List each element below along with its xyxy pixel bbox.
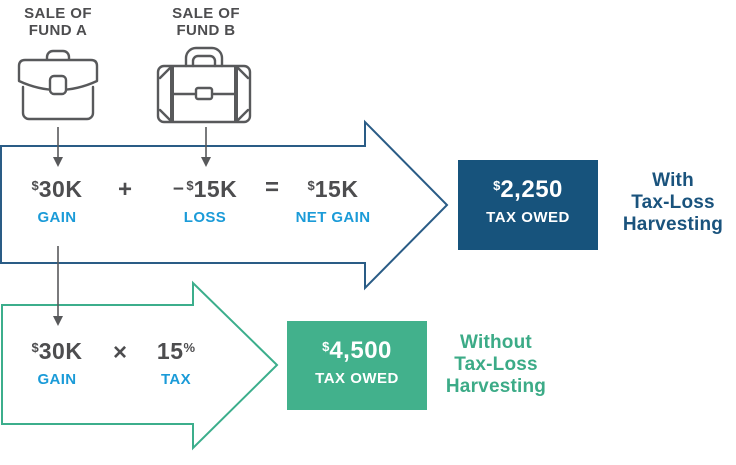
fund-b-label: SALE OF FUND B — [154, 5, 258, 39]
with-net-gain-label: NET GAIN — [295, 209, 371, 226]
fund-a-down-arrow-icon — [53, 127, 63, 167]
with-loss-group: − $15K LOSS — [150, 176, 260, 226]
with-tax-owed-value: $2,250 — [493, 176, 563, 203]
gain-carryover-down-arrow-icon — [53, 246, 63, 326]
with-caption-line2: Tax-Loss — [631, 192, 715, 213]
with-caption-line1: With — [652, 170, 694, 191]
without-tax-rate-label: TAX — [160, 371, 192, 388]
without-caption-line3: Harvesting — [445, 376, 547, 397]
without-tax-owed-label: TAX OWED — [315, 370, 399, 387]
times-operator: × — [112, 339, 127, 366]
equals-operator: = — [264, 174, 279, 201]
briefcase-icon — [17, 49, 99, 121]
without-caption: Without Tax-Loss Harvesting — [432, 332, 560, 398]
with-gain-group: $30K GAIN — [2, 176, 112, 226]
plus-operator: + — [117, 176, 132, 203]
fund-b-down-arrow-icon — [201, 127, 211, 167]
fund-a-label: SALE OF FUND A — [6, 5, 110, 39]
with-loss-label: LOSS — [183, 209, 227, 226]
without-caption-line2: Tax-Loss — [454, 354, 538, 375]
suitcase-icon — [156, 46, 252, 124]
without-caption-line1: Without — [460, 332, 532, 353]
with-gain-value: $30K — [31, 176, 83, 202]
without-tax-owed-value: $4,500 — [322, 337, 392, 364]
with-gain-label: GAIN — [37, 209, 77, 226]
with-caption: With Tax-Loss Harvesting — [610, 170, 736, 236]
with-caption-line3: Harvesting — [622, 214, 724, 235]
without-gain-label: GAIN — [37, 371, 77, 388]
fund-a-label-line1: SALE OF — [24, 5, 92, 22]
with-flow-arrow-shape — [0, 119, 449, 291]
without-gain-group: $30K GAIN — [2, 338, 112, 388]
with-net-gain-group: $15K NET GAIN — [278, 176, 388, 226]
with-loss-value: − $15K — [172, 176, 238, 202]
without-flow-arrow-shape — [1, 280, 279, 451]
fund-b-label-line1: SALE OF — [172, 5, 240, 22]
without-tax-owed-box: $4,500 TAX OWED — [287, 321, 427, 410]
with-net-gain-value: $15K — [307, 176, 359, 202]
without-gain-value: $30K — [31, 338, 83, 364]
with-tax-owed-label: TAX OWED — [486, 209, 570, 226]
without-tax-rate-group: 15% TAX — [121, 338, 231, 388]
fund-b-label-line2: FUND B — [176, 22, 236, 39]
with-tax-owed-box: $2,250 TAX OWED — [458, 160, 598, 250]
fund-a-label-line2: FUND A — [28, 22, 88, 39]
without-tax-rate-value: 15% — [156, 338, 196, 364]
